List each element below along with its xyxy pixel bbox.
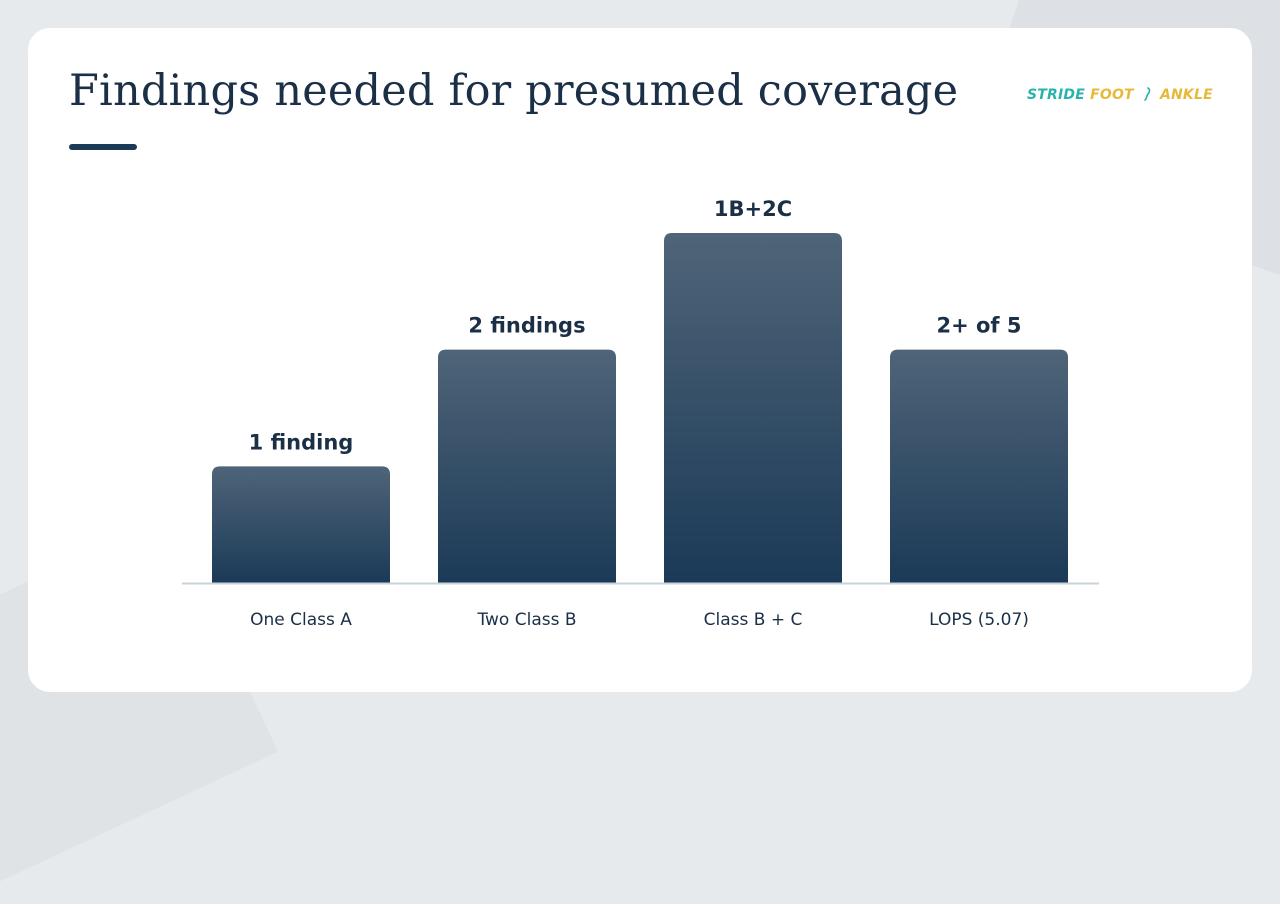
bar-chart: 1 finding One Class A 2 findings Two Class …	[182, 197, 1099, 630]
x-tick-label: One Class A	[250, 610, 352, 630]
brand-logo: STRIDE FOOT ANKLE	[1027, 87, 1213, 103]
bar-data-label: 1B+2C	[714, 197, 792, 221]
footprint-icon	[1144, 87, 1151, 101]
bar	[664, 233, 842, 583]
bar	[890, 349, 1068, 583]
bar	[438, 349, 616, 583]
slide-title: Findings needed for presumed coverage	[69, 66, 959, 116]
x-tick-label: Class B + C	[704, 610, 803, 630]
bar-data-label: 2+ of 5	[936, 314, 1021, 338]
bar-data-label: 2 findings	[468, 314, 585, 338]
logo-word-foot: FOOT	[1090, 87, 1134, 103]
x-tick-label: Two Class B	[476, 610, 576, 630]
bar	[212, 466, 390, 583]
x-tick-label: LOPS (5.07)	[929, 610, 1029, 630]
logo-word-stride: STRIDE	[1027, 87, 1086, 103]
logo-word-ankle: ANKLE	[1159, 87, 1213, 103]
title-underline	[69, 144, 137, 150]
bar-data-label: 1 finding	[249, 430, 354, 454]
slide-card: Findings needed for presumed coverage ST…	[28, 28, 1252, 692]
